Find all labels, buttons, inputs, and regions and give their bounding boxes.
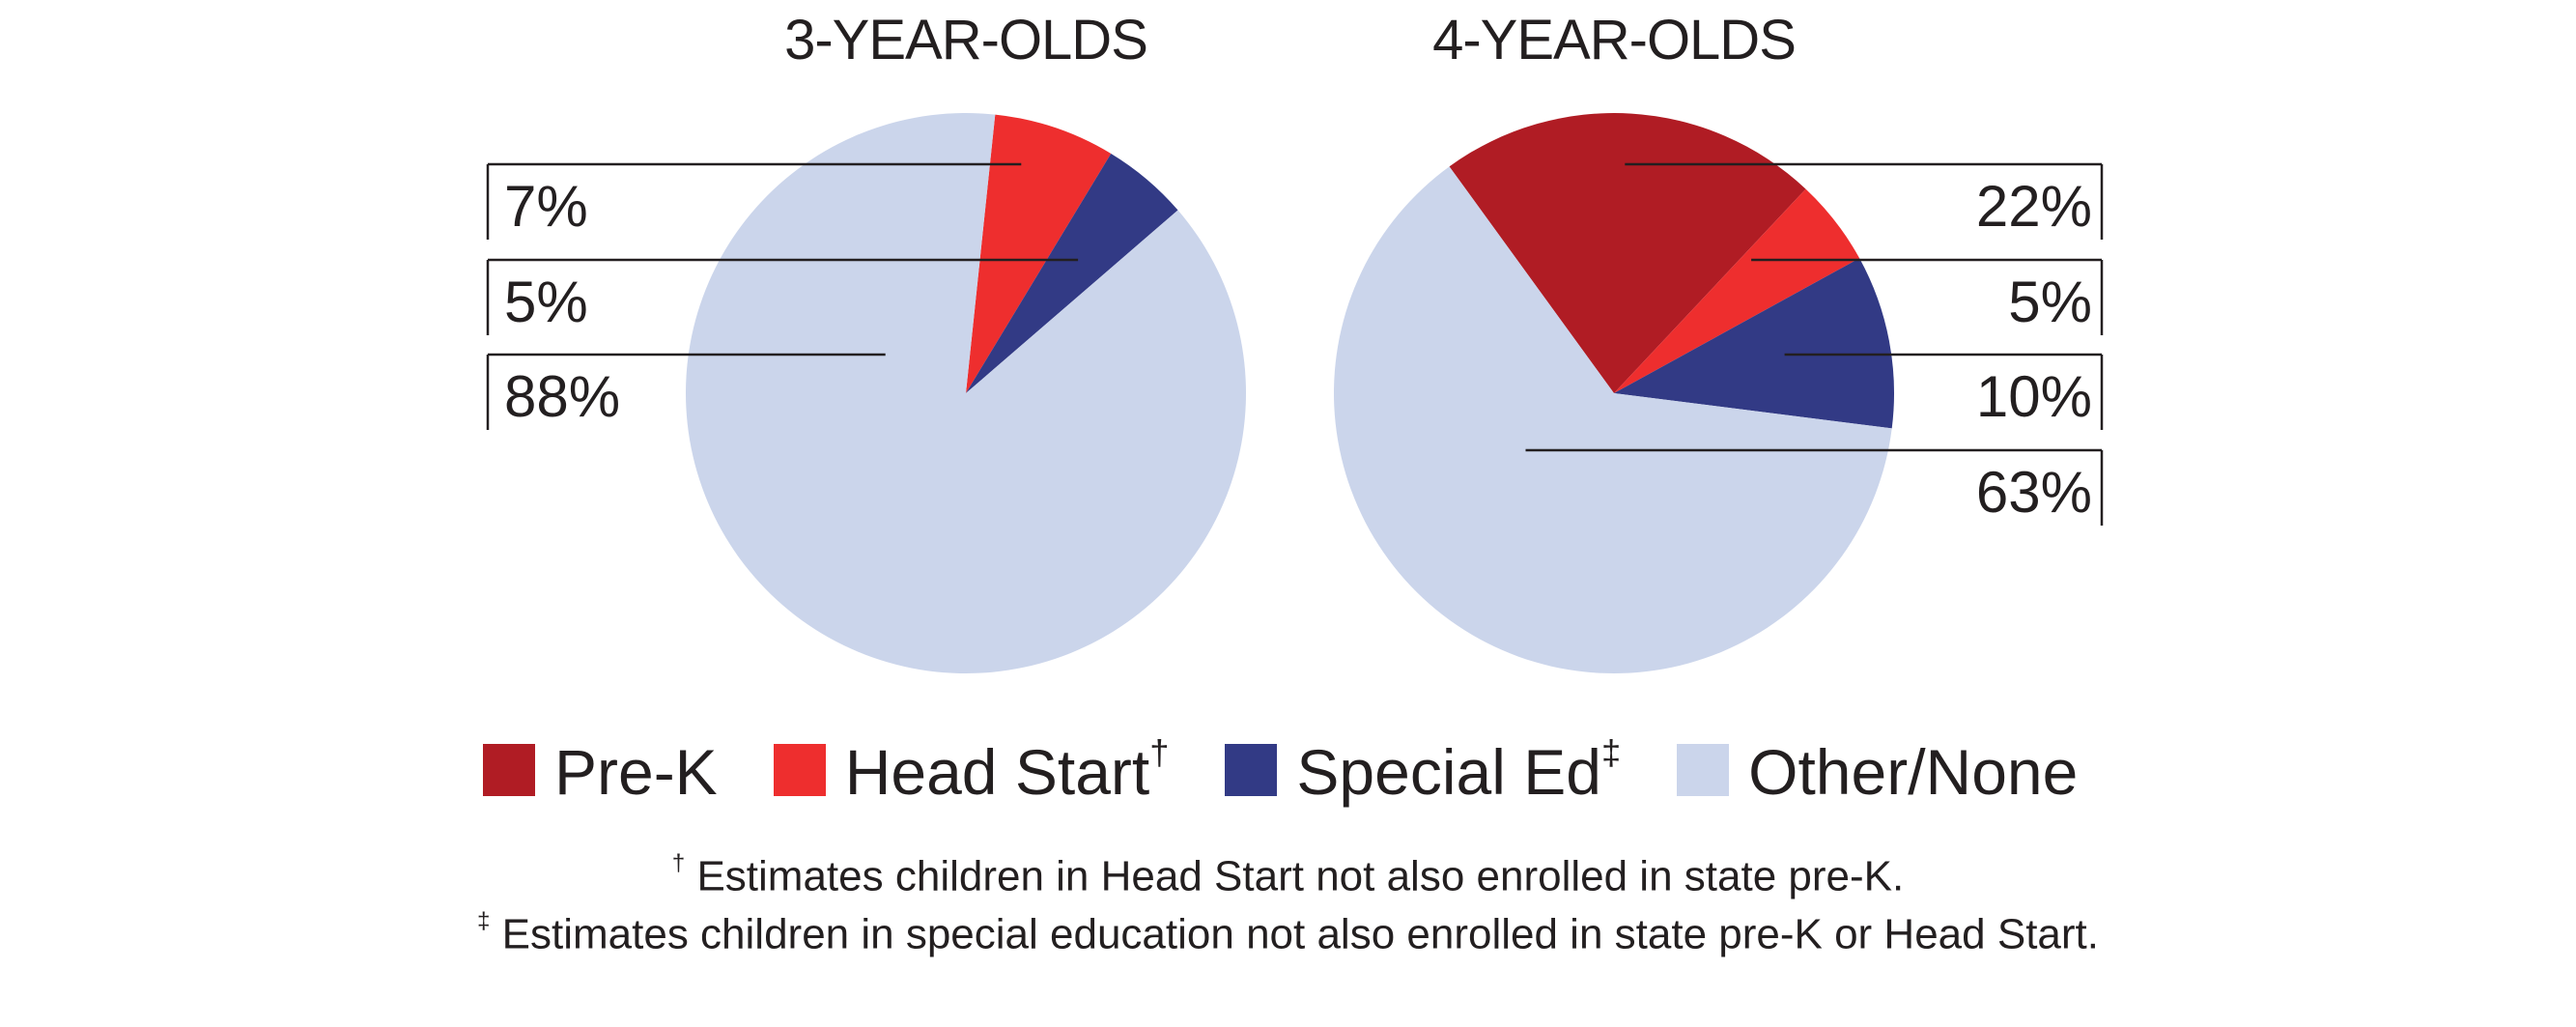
footnote-head-start: † Estimates children in Head Start not a… (0, 850, 2576, 901)
legend-swatch-pre-k (483, 744, 535, 796)
legend-swatch-special-ed (1225, 744, 1278, 796)
value-label-3-year-olds-special-ed: 5% (486, 258, 1079, 335)
value-label-3-year-olds-head-start: 7% (486, 162, 1022, 240)
value-label-4-year-olds-head-start: 5% (1751, 258, 2104, 335)
legend-item-other-none: Other/None (1677, 732, 2078, 809)
legend-item-special-ed: Special Ed‡ (1225, 732, 1621, 809)
value-label-4-year-olds-other-none: 63% (1525, 448, 2104, 526)
legend-label-head-start: Head Start (844, 735, 1150, 808)
pie-title-4-year-olds: 4-YEAR-OLDS (1432, 9, 1797, 71)
footnote-text-head-start: Estimates children in Head Start not als… (685, 852, 1905, 900)
pie-slice-3-year-olds-special-ed (966, 153, 1178, 393)
footnote-special-ed: ‡ Estimates children in special educatio… (0, 908, 2576, 959)
legend-label-other-none: Other/None (1748, 735, 2079, 808)
footnote-mark-double-dagger: ‡ (476, 908, 491, 934)
legend-item-head-start: Head Start† (773, 731, 1170, 809)
pie-slice-3-year-olds-other-none (686, 113, 1247, 674)
value-label-text: 10% (1976, 364, 2092, 429)
pie-charts: 7% 5% 88% 22% 5% 10% 63% (486, 113, 2104, 674)
pie-slice-4-year-olds-other-none (1333, 166, 1892, 674)
pie-slice-4-year-olds-special-ed (1614, 258, 1894, 429)
value-label-3-year-olds-other-none: 88% (486, 353, 886, 430)
pie-slice-3-year-olds-head-start (966, 114, 1112, 393)
legend-swatch-head-start (773, 744, 826, 796)
value-label-text: 7% (504, 174, 588, 239)
pie-title-3-year-olds: 3-YEAR-OLDS (784, 9, 1148, 71)
legend-mark-special-ed: ‡ (1600, 731, 1622, 772)
value-label-text: 5% (504, 270, 588, 334)
legend: Pre-K Head Start† Special Ed‡ Other/None (483, 732, 2078, 807)
legend-mark-head-start: † (1149, 731, 1170, 772)
footnote-text-special-ed: Estimates children in special education … (490, 910, 2099, 958)
value-label-text: 63% (1976, 460, 2092, 525)
legend-item-pre-k: Pre-K (483, 732, 718, 809)
legend-label-pre-k: Pre-K (554, 735, 718, 808)
pie-slice-4-year-olds-pre-k (1449, 113, 1806, 393)
value-label-4-year-olds-pre-k: 22% (1625, 162, 2104, 240)
value-label-text: 22% (1976, 174, 2092, 239)
value-label-text: 5% (2008, 270, 2092, 334)
footnote-mark-dagger: † (671, 850, 686, 876)
value-label-text: 88% (504, 364, 620, 429)
legend-label-special-ed: Special Ed (1296, 735, 1601, 808)
value-label-4-year-olds-special-ed: 10% (1784, 353, 2104, 430)
pie-slice-4-year-olds-head-start (1614, 188, 1860, 393)
legend-swatch-other-none (1677, 744, 1730, 796)
